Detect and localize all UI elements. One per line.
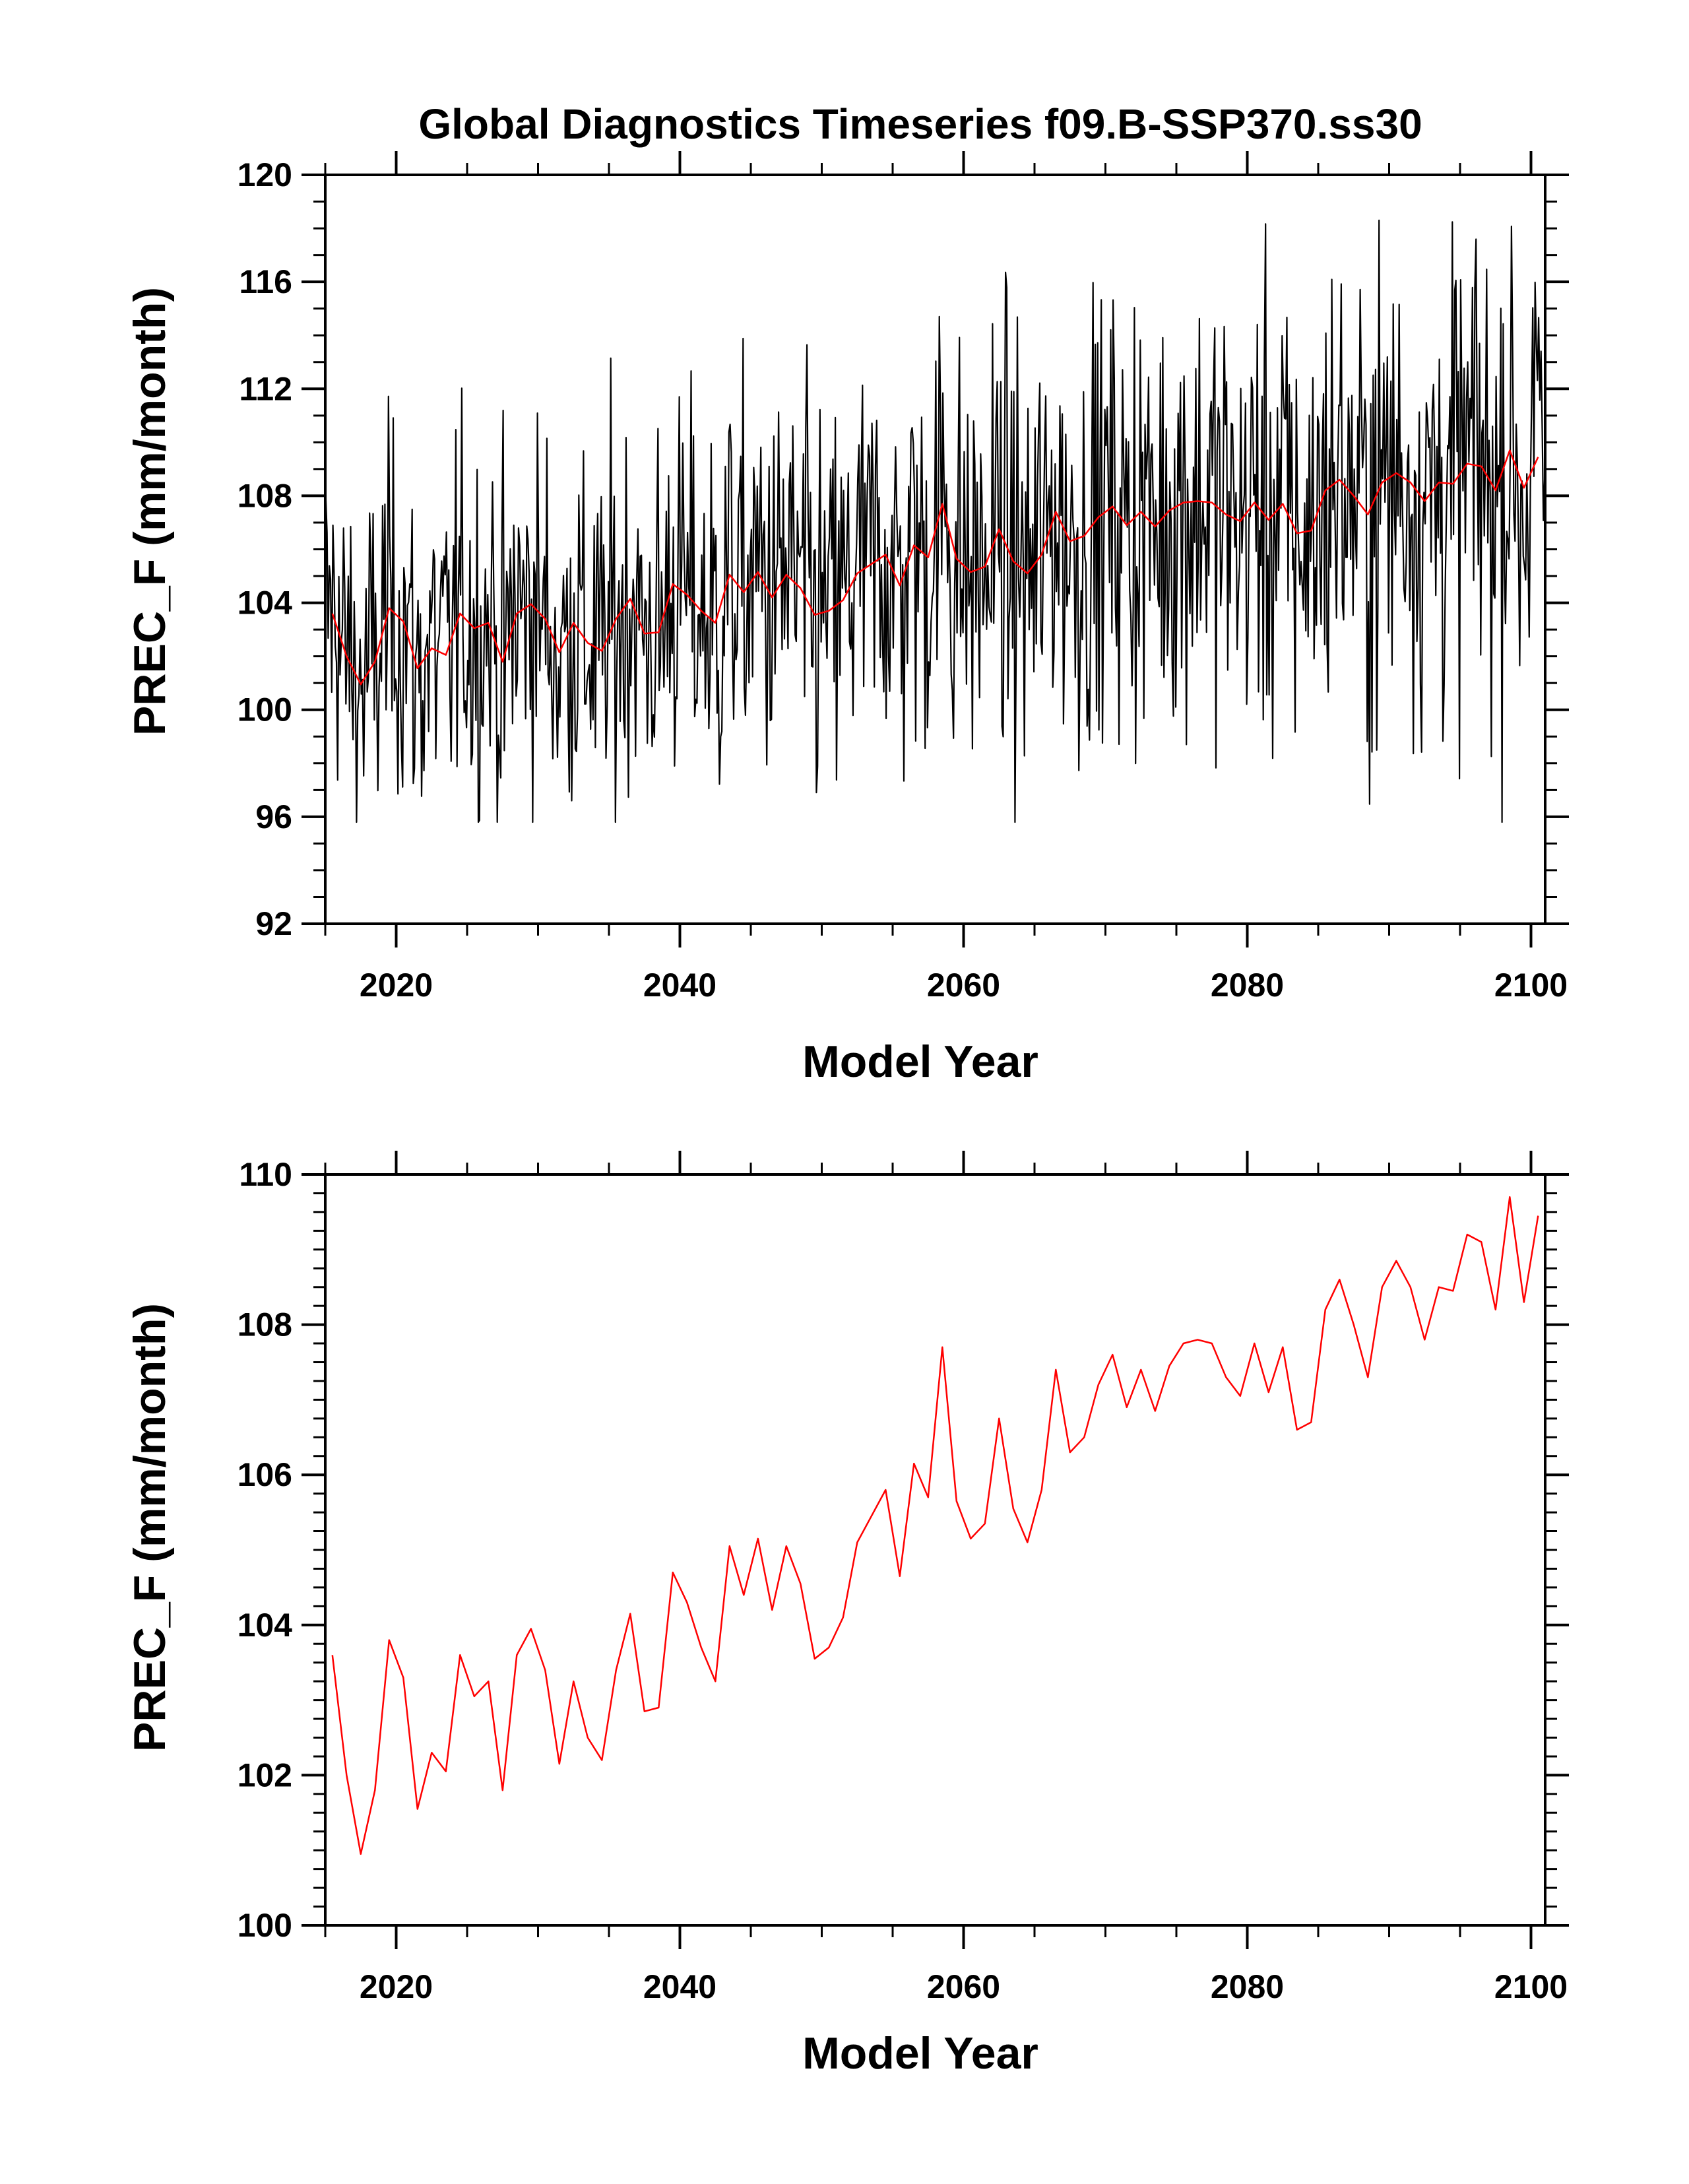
y-tick-label: 116: [239, 263, 292, 300]
x-tick-label: 2060: [927, 1968, 1000, 2005]
x-tick-label: 2020: [360, 967, 433, 1004]
y-tick-label: 100: [238, 1907, 292, 1944]
y-tick-label: 96: [255, 798, 292, 835]
y-tick-label: 100: [238, 691, 292, 728]
y-tick-label: 110: [239, 1156, 292, 1193]
top-x-axis-label: Model Year: [802, 1037, 1038, 1087]
monthly-series-line: [325, 219, 1546, 823]
monthly-series: [325, 219, 1546, 823]
bottom-x-tick-labels: 2020 2040 2060 2080 2100: [360, 1968, 1568, 2005]
bottom-x-axis-label: Model Year: [802, 2028, 1038, 2078]
top-y-tick-labels: 92 96 100 104 108 112 116 120: [238, 156, 293, 942]
chart-panel-monthly: 2020 2040 2060 2080 2100 92 96 100 104 108 112 116…: [125, 151, 1569, 1087]
top-axis-ticks: [302, 151, 1569, 947]
top-plot-frame: [324, 174, 1546, 925]
chart-panel-annual: 2020 2040 2060 2080 2100 100102104106108110 …: [125, 1151, 1569, 2078]
bottom-axis-ticks: [302, 1151, 1569, 1949]
x-tick-label: 2100: [1494, 1968, 1568, 2005]
annual-series: [331, 1196, 1539, 1855]
x-tick-label: 2080: [1211, 967, 1284, 1004]
top-y-axis-label: PREC_F (mm/month): [125, 287, 175, 736]
x-tick-label: 2100: [1494, 967, 1568, 1004]
y-tick-label: 92: [255, 905, 292, 942]
y-tick-label: 102: [238, 1756, 292, 1793]
x-tick-label: 2020: [360, 1968, 433, 2005]
y-tick-label: 104: [238, 1607, 293, 1644]
y-tick-label: 108: [238, 477, 292, 514]
annual-mean-line: [331, 449, 1539, 686]
y-tick-label: 120: [238, 156, 292, 193]
x-tick-label: 2040: [643, 1968, 717, 2005]
figure-title: Global Diagnostics Timeseries f09.B-SSP3…: [418, 100, 1422, 148]
bottom-y-tick-labels: 100 102 104 106 108 110: [238, 1156, 293, 1944]
y-tick-label: 106: [238, 1456, 292, 1493]
bottom-y-axis-label: PREC_F (mm/month): [125, 1303, 175, 1752]
bottom-plot-frame: [324, 1173, 1546, 1927]
y-tick-label: 104: [238, 585, 293, 622]
x-tick-label: 2060: [927, 967, 1000, 1004]
annual-series-overlay: [331, 449, 1539, 686]
y-tick-label: 112: [239, 370, 292, 407]
annual-mean-line: [331, 1196, 1539, 1855]
y-tick-label: 108: [238, 1306, 292, 1343]
top-x-tick-labels: 2020 2040 2060 2080 2100: [360, 967, 1568, 1004]
x-tick-label: 2080: [1211, 1968, 1284, 2005]
x-tick-label: 2040: [643, 967, 717, 1004]
